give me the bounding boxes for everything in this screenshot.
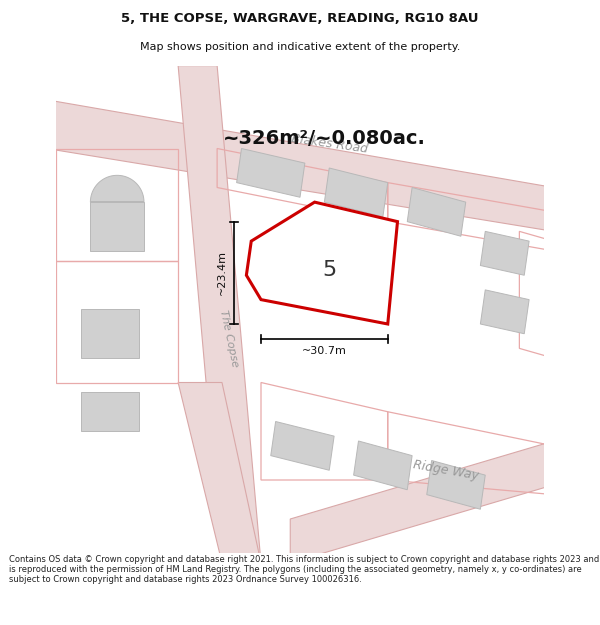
Text: ~30.7m: ~30.7m	[302, 346, 347, 356]
Polygon shape	[353, 441, 412, 490]
Text: 5, THE COPSE, WARGRAVE, READING, RG10 8AU: 5, THE COPSE, WARGRAVE, READING, RG10 8A…	[121, 12, 479, 25]
Polygon shape	[325, 168, 388, 217]
Polygon shape	[91, 202, 144, 251]
Text: Blakes Road: Blakes Road	[290, 132, 368, 156]
Polygon shape	[481, 231, 529, 275]
Text: The Copse: The Copse	[218, 309, 240, 368]
Polygon shape	[80, 392, 139, 431]
Polygon shape	[178, 66, 261, 563]
Polygon shape	[91, 176, 144, 202]
Text: Map shows position and indicative extent of the property.: Map shows position and indicative extent…	[140, 42, 460, 52]
Polygon shape	[178, 382, 261, 563]
Polygon shape	[236, 149, 305, 198]
Text: Contains OS data © Crown copyright and database right 2021. This information is : Contains OS data © Crown copyright and d…	[9, 554, 599, 584]
Text: 5: 5	[322, 261, 337, 281]
Polygon shape	[290, 441, 554, 563]
Text: ~326m²/~0.080ac.: ~326m²/~0.080ac.	[223, 129, 426, 148]
Polygon shape	[247, 202, 398, 324]
Polygon shape	[271, 421, 334, 470]
Polygon shape	[481, 290, 529, 334]
Polygon shape	[80, 309, 139, 358]
Text: ~23.4m: ~23.4m	[217, 250, 227, 295]
Polygon shape	[427, 461, 485, 509]
Polygon shape	[46, 100, 554, 231]
Text: Ridge Way: Ridge Way	[412, 458, 480, 482]
Polygon shape	[407, 188, 466, 236]
